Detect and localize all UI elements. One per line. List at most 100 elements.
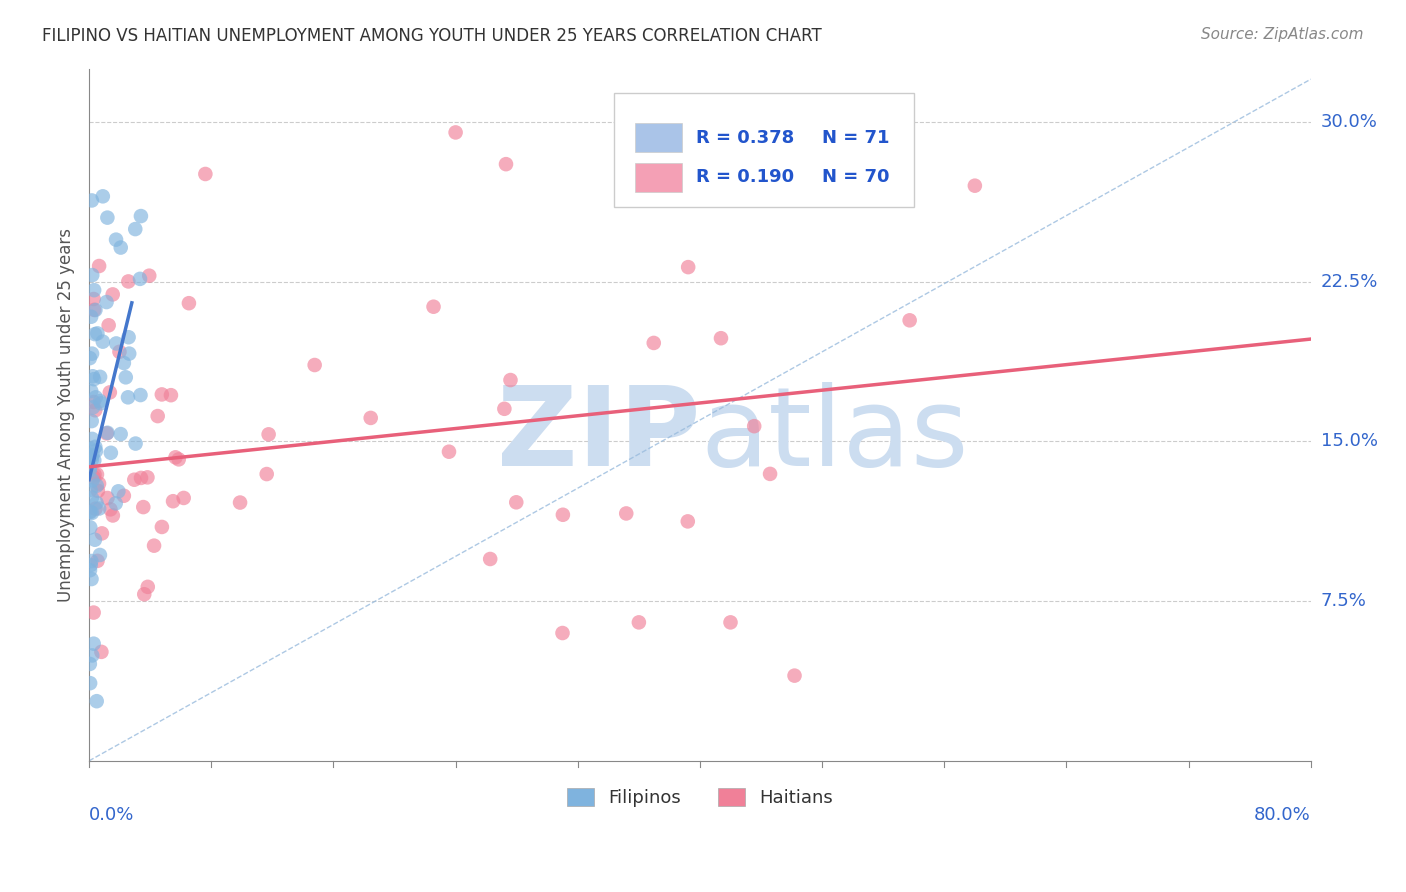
FancyBboxPatch shape	[636, 162, 682, 192]
Point	[80, 506, 103, 520]
Point	[84, 390, 107, 404]
Point	[229, 495, 252, 509]
Point	[91, 334, 114, 349]
Text: 30.0%: 30.0%	[1320, 112, 1378, 131]
Point	[505, 495, 527, 509]
Point	[124, 222, 146, 236]
Point	[710, 331, 733, 345]
Point	[783, 668, 806, 682]
Point	[83, 637, 105, 651]
Point	[79, 505, 101, 519]
Point	[79, 504, 101, 518]
Point	[83, 606, 105, 620]
Point	[79, 460, 101, 475]
Point	[963, 178, 986, 193]
Text: R = 0.378: R = 0.378	[696, 128, 794, 147]
Point	[129, 272, 152, 286]
Point	[87, 476, 110, 491]
Point	[194, 167, 217, 181]
Point	[80, 310, 103, 324]
Point	[84, 440, 107, 454]
Point	[720, 615, 742, 630]
Point	[96, 426, 118, 441]
Point	[360, 411, 382, 425]
Point	[89, 394, 111, 409]
Point	[112, 356, 135, 370]
FancyBboxPatch shape	[614, 93, 914, 207]
Point	[177, 296, 200, 310]
Point	[96, 211, 118, 225]
Text: FILIPINO VS HAITIAN UNEMPLOYMENT AMONG YOUTH UNDER 25 YEARS CORRELATION CHART: FILIPINO VS HAITIAN UNEMPLOYMENT AMONG Y…	[42, 27, 823, 45]
Point	[86, 326, 108, 341]
Text: N = 70: N = 70	[823, 169, 890, 186]
Point	[614, 507, 637, 521]
Point	[96, 295, 118, 310]
Point	[129, 388, 152, 402]
Point	[117, 390, 139, 404]
Point	[82, 401, 104, 415]
Point	[90, 645, 112, 659]
Point	[129, 471, 152, 485]
Point	[676, 515, 699, 529]
Point	[173, 491, 195, 505]
Point	[82, 448, 104, 462]
Point	[84, 443, 107, 458]
Point	[84, 501, 107, 516]
Point	[499, 373, 522, 387]
Point	[91, 189, 114, 203]
Point	[84, 403, 107, 417]
Point	[304, 358, 326, 372]
Legend: Filipinos, Haitians: Filipinos, Haitians	[560, 780, 839, 814]
Point	[150, 520, 173, 534]
Point	[162, 494, 184, 508]
Point	[80, 449, 103, 463]
Point	[146, 409, 169, 423]
Point	[136, 470, 159, 484]
Point	[80, 558, 103, 572]
Point	[110, 241, 132, 255]
Point	[80, 554, 103, 568]
Point	[124, 473, 146, 487]
Point	[494, 401, 516, 416]
Point	[82, 648, 104, 663]
Point	[101, 287, 124, 301]
Point	[83, 533, 105, 547]
Point	[134, 587, 156, 601]
Point	[150, 387, 173, 401]
Point	[143, 539, 166, 553]
Point	[117, 274, 139, 288]
Point	[80, 491, 103, 505]
Point	[117, 330, 139, 344]
Point	[86, 496, 108, 510]
Point	[129, 209, 152, 223]
Point	[83, 302, 105, 317]
Point	[167, 452, 190, 467]
Point	[79, 563, 101, 577]
Point	[98, 385, 121, 400]
Point	[86, 694, 108, 708]
Point	[627, 615, 650, 630]
Point	[86, 554, 108, 568]
Point	[90, 526, 112, 541]
Point	[898, 313, 921, 327]
Point	[108, 344, 131, 359]
Point	[79, 520, 101, 534]
Point	[100, 502, 122, 516]
Point	[79, 463, 101, 477]
Text: 0.0%: 0.0%	[89, 805, 135, 824]
Text: ZIP: ZIP	[496, 382, 700, 489]
Point	[84, 302, 107, 317]
Point	[104, 496, 127, 510]
Point	[160, 388, 183, 402]
Point	[82, 369, 104, 384]
Point	[479, 552, 502, 566]
Point	[82, 268, 104, 282]
Point	[96, 425, 118, 440]
Point	[79, 483, 101, 497]
Point	[83, 372, 105, 386]
Point	[256, 467, 278, 481]
Point	[105, 336, 128, 351]
Point	[132, 500, 155, 514]
Text: N = 71: N = 71	[823, 128, 890, 147]
Point	[83, 292, 105, 306]
